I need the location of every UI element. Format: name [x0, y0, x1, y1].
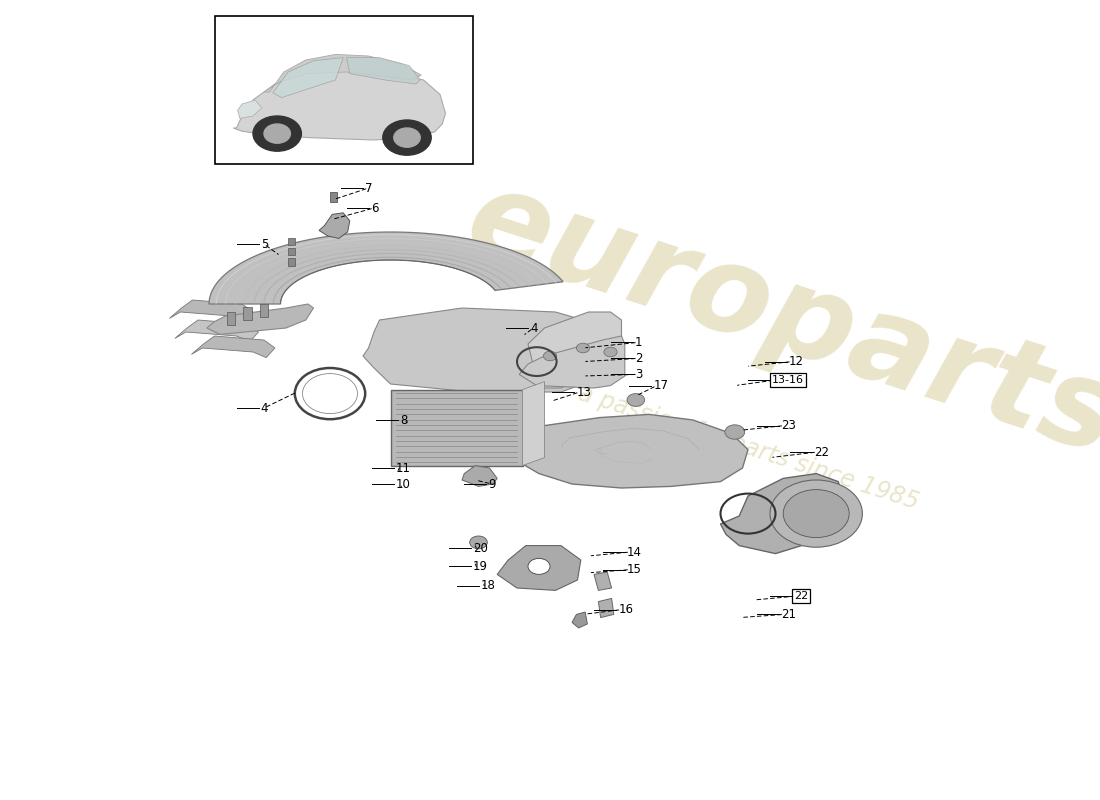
Text: 12: 12 — [789, 355, 804, 368]
Text: 18: 18 — [481, 579, 496, 592]
Circle shape — [770, 480, 862, 547]
Text: 17: 17 — [653, 379, 669, 392]
Text: 22: 22 — [814, 446, 829, 458]
Text: 11: 11 — [396, 462, 411, 474]
Circle shape — [528, 558, 550, 574]
Text: 2: 2 — [635, 352, 642, 365]
Text: 19: 19 — [473, 560, 488, 573]
Bar — [260, 304, 268, 317]
Text: 6: 6 — [371, 202, 378, 214]
Bar — [227, 312, 235, 325]
Circle shape — [394, 128, 420, 147]
Polygon shape — [319, 213, 350, 238]
Text: 21: 21 — [781, 608, 796, 621]
Polygon shape — [346, 58, 420, 84]
Text: 4: 4 — [261, 402, 268, 414]
Polygon shape — [497, 546, 581, 590]
Circle shape — [627, 394, 645, 406]
Text: 10: 10 — [396, 478, 411, 490]
Polygon shape — [720, 474, 845, 554]
Text: 20: 20 — [473, 542, 488, 554]
Circle shape — [383, 120, 431, 155]
Polygon shape — [519, 336, 625, 388]
Polygon shape — [528, 312, 622, 388]
Text: 5: 5 — [261, 238, 268, 250]
Bar — [288, 248, 295, 255]
Polygon shape — [598, 598, 614, 618]
Polygon shape — [191, 336, 275, 358]
Text: 16: 16 — [618, 603, 634, 616]
Polygon shape — [504, 414, 748, 488]
Bar — [390, 390, 522, 466]
Polygon shape — [363, 308, 600, 392]
Circle shape — [725, 425, 745, 439]
Polygon shape — [462, 466, 497, 486]
Text: 1: 1 — [635, 336, 642, 349]
Text: a passion for parts since 1985: a passion for parts since 1985 — [574, 382, 922, 514]
Text: 15: 15 — [627, 563, 642, 576]
Polygon shape — [273, 58, 343, 98]
Text: 8: 8 — [400, 414, 408, 426]
Text: 3: 3 — [635, 368, 642, 381]
Circle shape — [470, 536, 487, 549]
Bar — [288, 238, 295, 245]
Circle shape — [576, 343, 590, 353]
Polygon shape — [207, 304, 314, 334]
Text: 14: 14 — [627, 546, 642, 558]
Text: 13: 13 — [576, 386, 592, 398]
Text: 23: 23 — [781, 419, 796, 432]
Text: 7: 7 — [365, 182, 373, 194]
Text: 4: 4 — [530, 322, 538, 334]
Polygon shape — [264, 54, 421, 92]
Text: 13-16: 13-16 — [772, 375, 804, 385]
Polygon shape — [594, 572, 612, 590]
Circle shape — [783, 490, 849, 538]
Bar — [243, 307, 252, 320]
Bar — [330, 192, 337, 202]
Text: 9: 9 — [488, 478, 496, 490]
Circle shape — [253, 116, 301, 151]
Polygon shape — [169, 300, 253, 322]
Bar — [288, 258, 295, 266]
Circle shape — [264, 124, 290, 143]
Bar — [214, 16, 473, 164]
Text: europarts: europarts — [452, 160, 1100, 480]
Polygon shape — [238, 100, 262, 118]
Polygon shape — [572, 612, 587, 628]
Polygon shape — [522, 382, 544, 466]
Polygon shape — [175, 320, 258, 342]
Polygon shape — [209, 232, 563, 304]
Polygon shape — [233, 66, 446, 140]
Circle shape — [604, 347, 617, 357]
Text: 22: 22 — [794, 591, 808, 601]
Circle shape — [543, 351, 557, 361]
